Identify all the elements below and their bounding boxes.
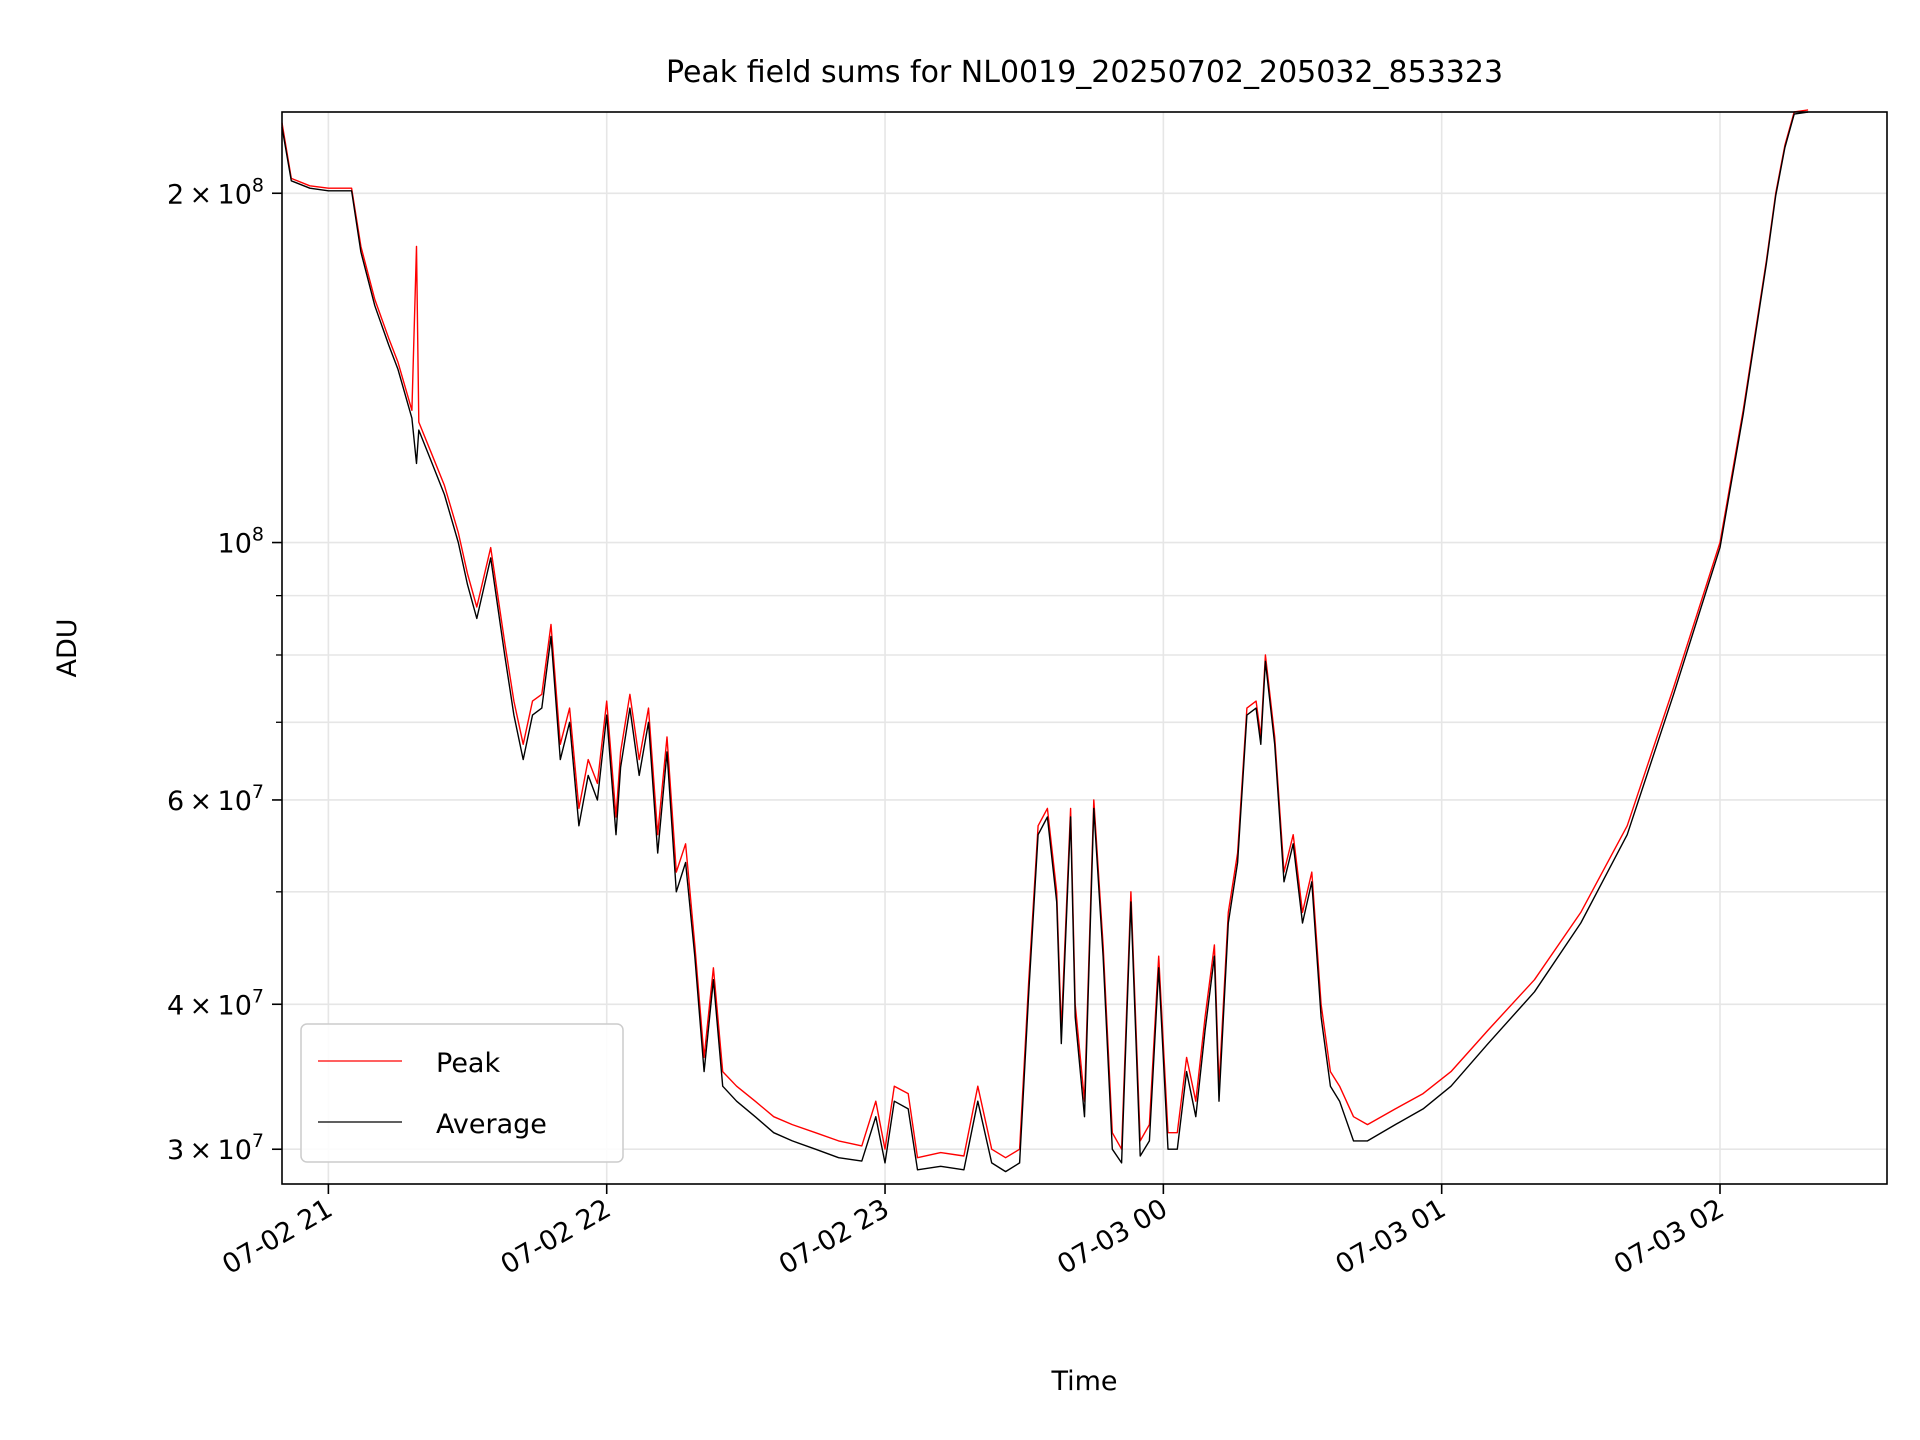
- series-line-peak: [281, 109, 1809, 1159]
- y-tick-base: 6 × 10: [167, 786, 252, 817]
- y-tick-exponent: 8: [252, 174, 264, 196]
- y-tick-label: 3 × 107: [167, 1130, 264, 1166]
- y-tick-exponent: 7: [252, 781, 264, 803]
- y-axis-label: ADU: [52, 618, 83, 677]
- x-axis-label: Time: [1050, 1366, 1117, 1397]
- series-line-average: [281, 111, 1809, 1173]
- y-tick-exponent: 8: [252, 524, 264, 546]
- grid: [282, 112, 1887, 1184]
- y-tick-label: 108: [218, 524, 264, 560]
- legend: Peak Average: [300, 1023, 624, 1163]
- y-tick-label: 2 × 108: [167, 174, 264, 210]
- plot-frame: [281, 111, 1888, 1185]
- y-tick-exponent: 7: [252, 1130, 264, 1152]
- series-layer: [281, 109, 1809, 1173]
- y-tick-base: 10: [218, 529, 252, 560]
- legend-peak-label: Peak: [436, 1048, 500, 1079]
- legend-average-label: Average: [436, 1109, 547, 1140]
- y-tick-label: 4 × 107: [167, 985, 264, 1021]
- y-tick-base: 4 × 10: [167, 990, 252, 1021]
- y-tick-base: 3 × 10: [167, 1135, 252, 1166]
- legend-box: [300, 1023, 624, 1163]
- y-tick-exponent: 7: [252, 985, 264, 1007]
- y-tick-base: 2 × 10: [167, 179, 252, 210]
- y-tick-label: 6 × 107: [167, 781, 264, 817]
- chart-title: Peak field sums for NL0019_20250702_2050…: [666, 55, 1503, 90]
